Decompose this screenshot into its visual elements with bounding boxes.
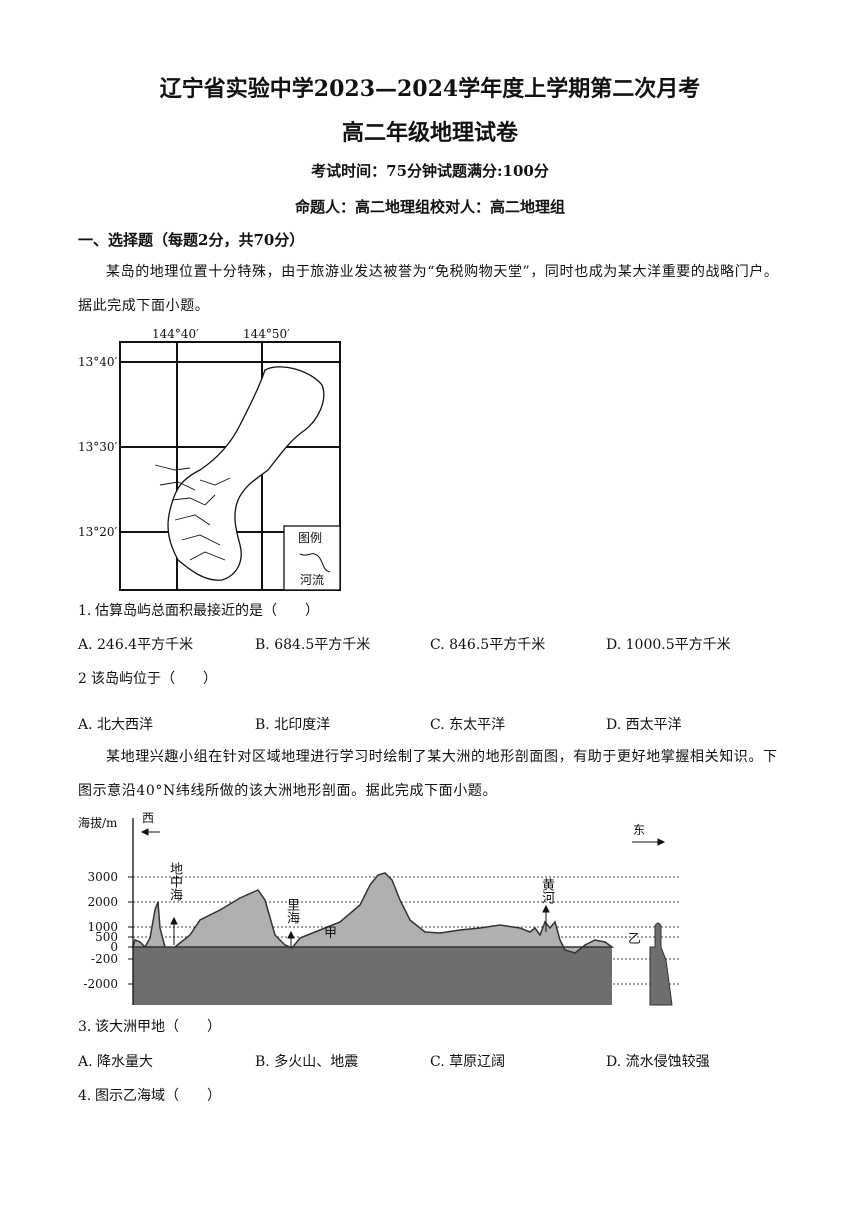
option: B. 684.5平方千米 <box>255 637 371 653</box>
passage: 某岛的地理位置十分特殊，由于旅游业发达被誉为“免税购物天堂”，同时也成为某大洋重… <box>78 264 779 314</box>
passage: 某地理兴趣小组在针对区域地理进行学习时绘制了某大洲的地形剖面图，有助于更好地掌握… <box>78 749 778 799</box>
y-tick-label: 500 <box>95 930 118 944</box>
exam-authors: 命题人：高二地理组校对人：高二地理组 <box>294 198 565 216</box>
legend-title: 图例 <box>298 531 323 545</box>
question-stem: 该岛屿位于（ ） <box>91 671 217 687</box>
question-number: 3. <box>78 1019 92 1035</box>
option: A. 246.4平方千米 <box>78 637 194 653</box>
option: B. 北印度洋 <box>255 717 331 733</box>
direction: 东 <box>633 823 646 837</box>
legend-item: 河流 <box>300 573 325 587</box>
question-stem: 该大洲甲地（ ） <box>95 1019 221 1035</box>
y-tick-label: -200 <box>91 952 118 966</box>
exam-info: 考试时间：75分钟试题满分:100分 <box>311 162 549 180</box>
question-stem: 估算岛屿总面积最接近的是（ ） <box>95 603 319 619</box>
y-tick-label: -2000 <box>83 977 118 991</box>
question-number: 1. <box>78 603 92 619</box>
direction: 西 <box>142 811 155 825</box>
place-label: 地中海 <box>167 862 182 901</box>
lat-label: 13°40′ <box>78 355 118 369</box>
y-tick-label: 3000 <box>87 870 118 884</box>
lon-label: 144°40′ <box>152 327 199 341</box>
option: D. 1000.5平方千米 <box>606 637 731 653</box>
lat-label: 13°30′ <box>78 440 118 454</box>
section-title: 一、选择题（每题2分，共70分） <box>78 231 305 249</box>
lat-label: 13°20′ <box>78 525 118 539</box>
place-label: 甲 <box>324 926 338 941</box>
terrain-profile <box>128 818 680 1006</box>
option: B. 多火山、地震 <box>255 1054 359 1070</box>
y-tick-label: 0 <box>110 940 118 954</box>
question-number: 2 <box>78 671 87 687</box>
exam-title: 辽宁省实验中学2023—2024学年度上学期第二次月考 <box>159 76 701 102</box>
option: A. 北大西洋 <box>78 717 154 733</box>
exam-subtitle: 高二年级地理试卷 <box>341 120 518 146</box>
option: D. 流水侵蚀较强 <box>606 1054 710 1070</box>
place-label: 里海 <box>284 898 299 924</box>
option: C. 东太平洋 <box>430 717 506 733</box>
island-map <box>119 341 341 591</box>
option: A. 降水量大 <box>78 1054 154 1070</box>
y-tick-label: 1000 <box>87 920 118 934</box>
question-number: 4. <box>78 1088 92 1104</box>
place-label: 乙 <box>628 932 642 947</box>
place-label: 黄河 <box>539 878 554 904</box>
option: C. 846.5平方千米 <box>430 637 546 653</box>
option: C. 草原辽阔 <box>430 1054 506 1070</box>
y-tick-label: 2000 <box>87 895 118 909</box>
option: D. 西太平洋 <box>606 717 682 733</box>
axis-title: 海拔/m <box>78 816 118 830</box>
question-stem: 图示乙海域（ ） <box>95 1088 221 1104</box>
lon-label: 144°50′ <box>243 327 290 341</box>
